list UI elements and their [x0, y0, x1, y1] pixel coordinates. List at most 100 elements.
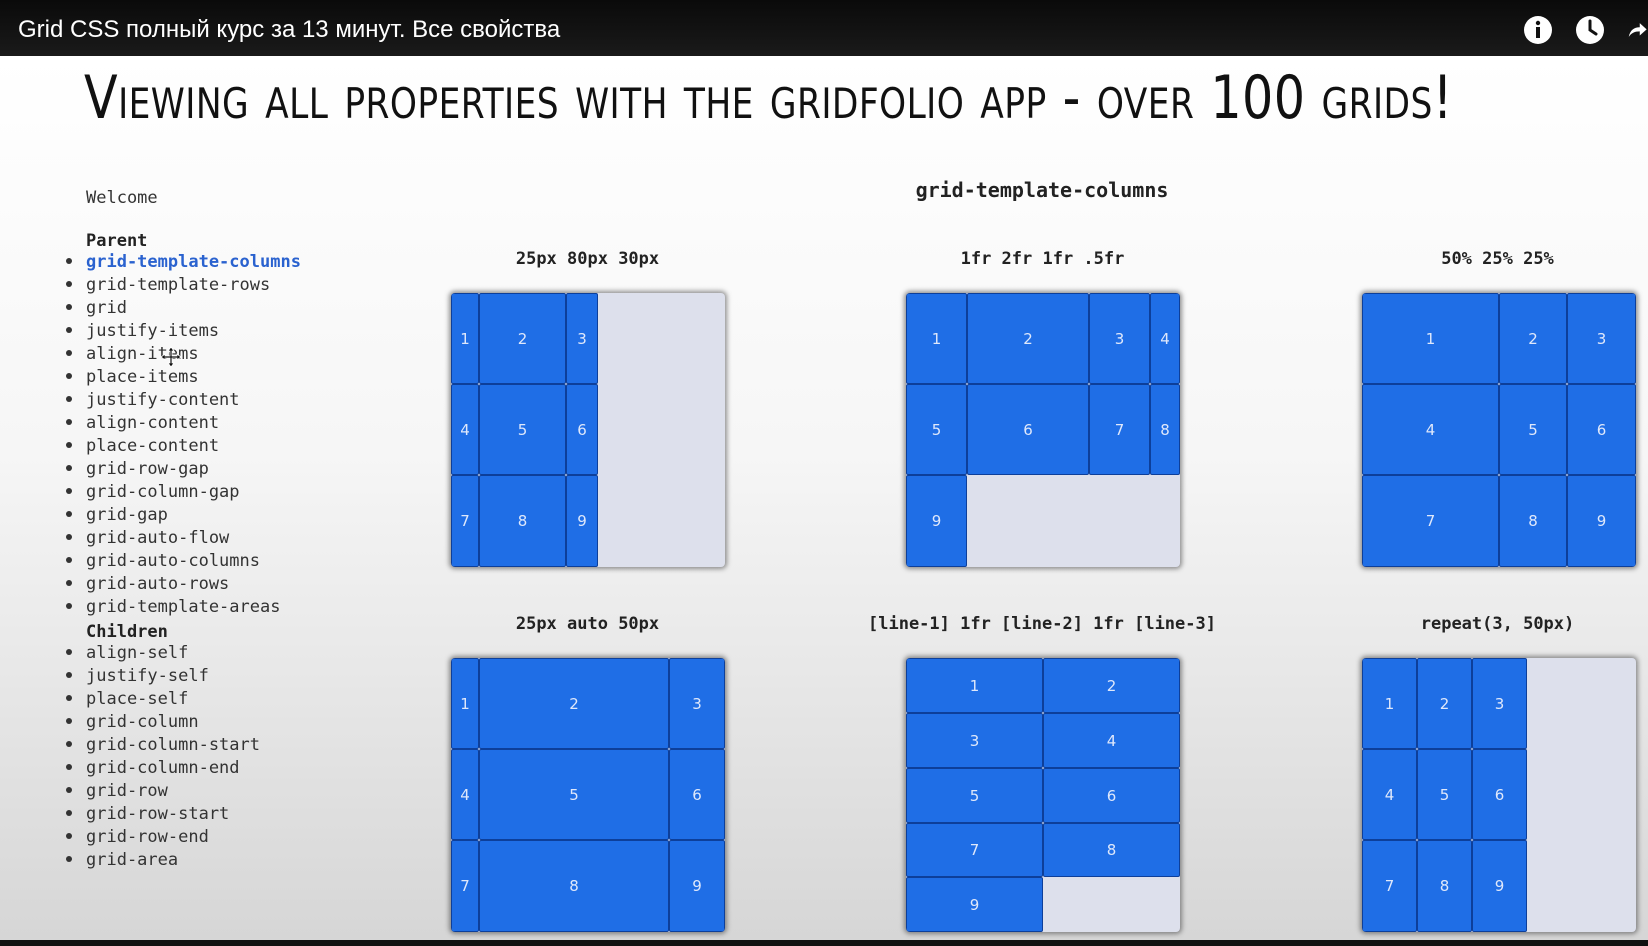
bullet: [66, 810, 72, 816]
sidebar-item-place-items[interactable]: place-items: [66, 366, 301, 389]
sidebar-item-grid-gap[interactable]: grid-gap: [66, 504, 301, 527]
sidebar-item-justify-self[interactable]: justify-self: [66, 665, 260, 688]
grid-cell: 8: [1150, 384, 1180, 475]
video-title[interactable]: Grid CSS полный курс за 13 минут. Все св…: [18, 16, 561, 43]
grid-cell: 7: [906, 823, 1043, 877]
bullet: [66, 603, 72, 609]
slide-frame: Viewing all properties with the gridfoli…: [0, 56, 1648, 940]
bullet: [66, 488, 72, 494]
grid-cell: 6: [566, 384, 598, 475]
sidebar-item-grid-column-gap[interactable]: grid-column-gap: [66, 481, 301, 504]
sidebar-item-justify-content[interactable]: justify-content: [66, 389, 301, 412]
sidebar-item-grid-template-areas[interactable]: grid-template-areas: [66, 596, 301, 619]
video-title-bar: Grid CSS полный курс за 13 минут. Все св…: [0, 0, 1648, 56]
sidebar-item-grid-template-columns[interactable]: grid-template-columns: [66, 251, 301, 274]
sidebar-item-grid-column-start[interactable]: grid-column-start: [66, 734, 260, 757]
sidebar-item-grid-area[interactable]: grid-area: [66, 849, 260, 872]
grid-cell: 2: [1417, 658, 1472, 749]
grid-cell: 3: [906, 713, 1043, 768]
grid-cell: 9: [1472, 840, 1527, 932]
sidebar-item-align-self[interactable]: align-self: [66, 642, 260, 665]
grid-cell: 9: [669, 840, 725, 932]
move-cursor-icon: [160, 346, 182, 368]
grid-cell: 1: [906, 658, 1043, 713]
sidebar-item-grid-auto-flow[interactable]: grid-auto-flow: [66, 527, 301, 550]
sidebar-item-grid-row-gap[interactable]: grid-row-gap: [66, 458, 301, 481]
sidebar-item-label: justify-content: [86, 390, 240, 410]
grid-cell: 7: [451, 840, 479, 932]
info-icon[interactable]: [1522, 14, 1554, 46]
bullet: [66, 350, 72, 356]
sidebar-item-grid-column[interactable]: grid-column: [66, 711, 260, 734]
grid-cell: 7: [1362, 475, 1499, 567]
sidebar-item-label: align-self: [86, 643, 189, 663]
grid-label-6: repeat(3, 50px): [1420, 614, 1575, 634]
grid-cell: 3: [1089, 293, 1150, 384]
sidebar-item-grid-column-end[interactable]: grid-column-end: [66, 757, 260, 780]
sidebar-item-label: grid-template-areas: [86, 597, 281, 617]
grid-cell: 6: [967, 384, 1089, 475]
grid-cell: 1: [906, 293, 967, 384]
grid-cell: 5: [1417, 749, 1472, 840]
grid-label-3: 50% 25% 25%: [1441, 249, 1554, 269]
grid-cell: 5: [906, 384, 967, 475]
grid-demo-1: 1 2 3 4 5 6 7 8 9: [451, 293, 725, 567]
grid-demo-5: 1 2 3 4 5 6 7 8 9: [906, 658, 1180, 932]
bullet: [66, 672, 72, 678]
grid-label-1: 25px 80px 30px: [515, 249, 660, 269]
sidebar-item-justify-items[interactable]: justify-items: [66, 320, 301, 343]
sidebar-item-label: place-content: [86, 436, 220, 456]
grid-demo-2: 1 2 3 4 5 6 7 8 9: [906, 293, 1180, 567]
bullet: [66, 396, 72, 402]
grid-cell: 6: [1043, 768, 1180, 823]
bullet: [66, 557, 72, 563]
bullet: [66, 281, 72, 287]
sidebar-item-label: place-items: [86, 367, 199, 387]
sidebar-welcome[interactable]: Welcome: [86, 188, 158, 208]
sidebar-item-place-content[interactable]: place-content: [66, 435, 301, 458]
sidebar-item-grid-auto-rows[interactable]: grid-auto-rows: [66, 573, 301, 596]
grid-cell: 4: [1362, 384, 1499, 475]
sidebar-item-label: grid-row-start: [86, 804, 230, 824]
share-icon[interactable]: [1626, 14, 1648, 46]
grid-cell: 5: [479, 384, 566, 475]
grid-cell: 9: [1567, 475, 1636, 567]
sidebar-item-grid-row-end[interactable]: grid-row-end: [66, 826, 260, 849]
sidebar-item-grid-row-start[interactable]: grid-row-start: [66, 803, 260, 826]
bullet: [66, 534, 72, 540]
bullet: [66, 787, 72, 793]
sidebar-item-label: grid-gap: [86, 505, 168, 525]
grid-cell: 4: [451, 749, 479, 840]
video-top-controls: [1522, 14, 1648, 46]
sidebar-item-align-items[interactable]: align-items: [66, 343, 301, 366]
grid-cell: 7: [451, 475, 479, 567]
grid-cell: 3: [669, 658, 725, 749]
sidebar-item-label: grid-auto-flow: [86, 528, 230, 548]
section-title: grid-template-columns: [915, 178, 1169, 202]
bullet: [66, 580, 72, 586]
sidebar-item-label: grid: [86, 298, 127, 318]
grid-cell: 1: [451, 293, 479, 384]
sidebar-item-grid-auto-columns[interactable]: grid-auto-columns: [66, 550, 301, 573]
grid-cell: 2: [967, 293, 1089, 384]
watch-later-icon[interactable]: [1574, 14, 1606, 46]
sidebar-item-grid-template-rows[interactable]: grid-template-rows: [66, 274, 301, 297]
grid-demo-6: 1 2 3 4 5 6 7 8 9: [1362, 658, 1636, 932]
sidebar-item-align-content[interactable]: align-content: [66, 412, 301, 435]
grid-cell: 4: [1362, 749, 1417, 840]
sidebar-item-label: grid-area: [86, 850, 179, 870]
sidebar-item-place-self[interactable]: place-self: [66, 688, 260, 711]
bullet: [66, 833, 72, 839]
sidebar-item-label: grid-column: [86, 712, 199, 732]
bullet: [66, 258, 72, 264]
grid-label-4: 25px auto 50px: [515, 614, 660, 634]
slide-headline: Viewing all properties with the gridfoli…: [84, 63, 1453, 133]
sidebar-item-grid-row[interactable]: grid-row: [66, 780, 260, 803]
grid-label-5: [line-1] 1fr [line-2] 1fr [line-3]: [868, 614, 1216, 634]
bullet: [66, 511, 72, 517]
grid-cell: 8: [1417, 840, 1472, 932]
grid-demo-3: 1 2 3 4 5 6 7 8 9: [1362, 293, 1636, 567]
sidebar-item-grid[interactable]: grid: [66, 297, 301, 320]
grid-cell: 9: [566, 475, 598, 567]
grid-demo-4: 1 2 3 4 5 6 7 8 9: [451, 658, 725, 932]
